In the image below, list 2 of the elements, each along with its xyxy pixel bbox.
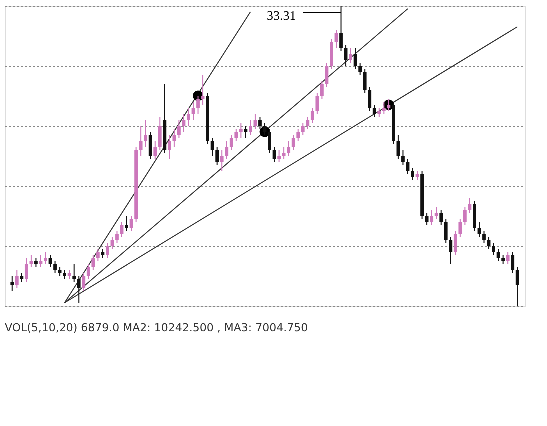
annotation: 33.31 (267, 8, 296, 23)
text: VOL(5,10,20) 6879.0 MA2: 10242.500 , MA3: 7004.750 (5, 322, 308, 334)
